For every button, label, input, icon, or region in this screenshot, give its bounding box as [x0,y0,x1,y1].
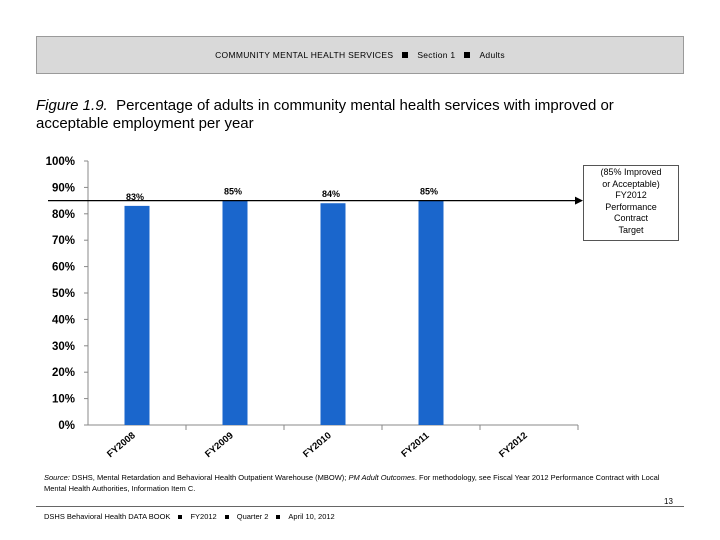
footer-separator [276,514,281,519]
target-line: or Acceptable) [602,178,660,189]
header-separator [464,52,471,58]
data-label: 85% [224,187,242,197]
y-tick-label: 70% [52,235,75,247]
footer-fiscal-year: FY2012 [190,512,217,521]
target-line: Contract [613,213,648,223]
x-category-label: FY2010 [301,430,334,460]
target-arrowhead [575,196,583,205]
footer-quarter: Quarter 2 [236,512,269,521]
target-line: Performance [605,201,657,212]
x-category-label: FY2008 [105,430,138,460]
y-tick-label: 50% [52,288,75,300]
x-category-label: FY2012 [497,430,530,460]
data-label: 83% [126,192,144,202]
figure-label: Figure 1.9. [36,97,108,114]
data-label: 85% [420,187,438,197]
y-tick-label: 80% [52,209,75,221]
figure-title: Figure 1.9. Percentage of adults in comm… [36,97,676,133]
footer: DSHS Behavioral Health DATA BOOK FY2012 … [44,512,335,521]
header-separator [402,52,409,58]
bar [320,203,346,425]
bar [222,200,248,425]
chart-area: 0% 10% 20% 30% 40% 50% 60% 70% 80% 90% 100% 83% FY20… [0,140,720,460]
target-annotation: (85% Improved or Acceptable) FY2012 Perf… [583,165,679,241]
target-line: FY2012 [615,190,647,200]
header-section-number: Section 1 [417,50,456,60]
footer-separator [178,514,183,519]
header-section-title: COMMUNITY MENTAL HEALTH SERVICES [215,50,394,60]
source-methodology: . For methodology, see Fiscal Year 2012 … [44,473,660,493]
y-tick-label: 60% [52,262,75,274]
header-subsection: Adults [479,50,505,60]
source-report-name: PM Adult Outcomes [346,473,415,482]
source-label: Source: [44,473,70,482]
header-band: COMMUNITY MENTAL HEALTH SERVICES Section… [36,36,684,74]
footer-divider [36,506,684,507]
source-text: DSHS, Mental Retardation and Behavioral … [69,473,347,482]
target-line: (85% Improved [600,167,662,177]
y-tick-label: 100% [46,156,75,168]
y-tick-label: 40% [52,314,75,326]
bar [124,205,150,425]
bar-chart: 0% 10% 20% 30% 40% 50% 60% 70% 80% 90% 100% 83% FY20… [46,156,583,460]
footer-separator [224,514,229,519]
x-category-label: FY2011 [399,430,432,460]
page-number: 13 [664,497,673,506]
y-tick-label: 10% [52,394,75,406]
y-tick-label: 90% [52,182,75,194]
data-label: 84% [322,189,340,199]
footer-date: April 10, 2012 [288,512,335,521]
x-category-label: FY2009 [203,430,236,460]
y-tick-label: 30% [52,341,75,353]
source-note: Source: DSHS, Mental Retardation and Beh… [44,472,684,494]
y-tick-label: 0% [58,420,75,432]
figure-title-text: Percentage of adults in community mental… [36,97,614,132]
footer-publication: DSHS Behavioral Health DATA BOOK [44,512,171,521]
target-line: Target [618,224,644,235]
bar [418,200,444,425]
y-tick-label: 20% [52,367,75,379]
